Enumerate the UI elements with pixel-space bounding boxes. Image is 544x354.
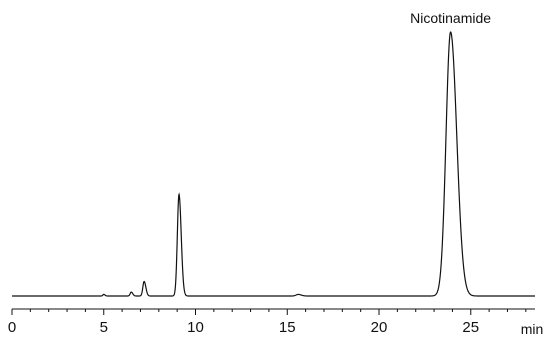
x-tick-label: 5 [100,319,108,336]
x-tick-label: 15 [279,319,296,336]
x-tick-label: 25 [462,319,479,336]
peak-annotation-label: Nicotinamide [410,10,491,26]
x-axis-label: min [521,321,544,337]
chromatogram-trace [12,31,535,297]
trace-layer [12,31,535,297]
axis-layer [11,308,535,315]
x-tick-label: 20 [371,319,388,336]
x-tick-label: 10 [187,319,204,336]
x-tick-label: 0 [8,319,16,336]
label-layer: 0 5 10 15 20 25 min Nicotinamide [8,10,543,337]
